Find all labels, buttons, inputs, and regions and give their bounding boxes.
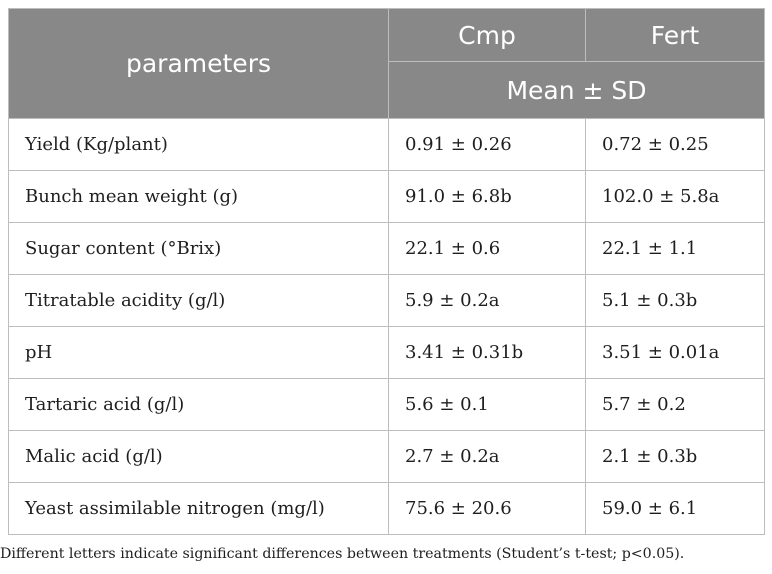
parameter-cell: Titratable acidity (g/l) [8,274,389,327]
cmp-value-cell: 5.6 ± 0.1 [388,378,586,431]
parameter-cell: Sugar content (°Brix) [8,222,389,275]
header-row-stat: Mean ± SD [9,61,765,119]
table-row: Malic acid (g/l) 2.7 ± 0.2a 2.1 ± 0.3b [8,430,765,483]
table-body: Yield (Kg/plant) 0.91 ± 0.26 0.72 ± 0.25 Bu… [8,118,765,535]
cmp-value-cell: 75.6 ± 20.6 [388,482,586,535]
cmp-value-cell: 3.41 ± 0.31b [388,326,586,379]
header-mean-sd: Mean ± SD [388,61,765,119]
fert-value-cell: 5.7 ± 0.2 [585,378,765,431]
fert-value-cell: 5.1 ± 0.3b [585,274,765,327]
header-parameters: parameters [8,8,389,119]
table-row: Sugar content (°Brix) 22.1 ± 0.6 22.1 ± 1.… [8,222,765,275]
parameter-cell: Yeast assimilable nitrogen (mg/l) [8,482,389,535]
cmp-value-cell: 2.7 ± 0.2a [388,430,586,483]
parameter-cell: Bunch mean weight (g) [8,170,389,223]
cmp-value-cell: 22.1 ± 0.6 [388,222,586,275]
table-header: parameters Cmp Fert Mean ± SD [8,8,765,119]
table-row: Tartaric acid (g/l) 5.6 ± 0.1 5.7 ± 0.2 [8,378,765,431]
results-table: parameters Cmp Fert Mean ± SD Yield (Kg/… [8,8,765,535]
table-row: pH 3.41 ± 0.31b 3.51 ± 0.01a [8,326,765,379]
header-cmp: Cmp [388,8,586,62]
table-footnote: Different letters indicate significant d… [0,546,685,562]
fert-value-cell: 102.0 ± 5.8a [585,170,765,223]
fert-value-cell: 59.0 ± 6.1 [585,482,765,535]
table-row: Yeast assimilable nitrogen (mg/l) 75.6 ± … [8,482,765,535]
fert-value-cell: 22.1 ± 1.1 [585,222,765,275]
fert-value-cell: 2.1 ± 0.3b [585,430,765,483]
header-fert: Fert [585,8,765,62]
table-row: Bunch mean weight (g) 91.0 ± 6.8b 102.0 ± … [8,170,765,223]
cmp-value-cell: 5.9 ± 0.2a [388,274,586,327]
cmp-value-cell: 91.0 ± 6.8b [388,170,586,223]
parameter-cell: Yield (Kg/plant) [8,118,389,171]
parameter-cell: pH [8,326,389,379]
parameter-cell: Tartaric acid (g/l) [8,378,389,431]
table-row: Titratable acidity (g/l) 5.9 ± 0.2a 5.1 ± … [8,274,765,327]
table-row: Yield (Kg/plant) 0.91 ± 0.26 0.72 ± 0.25 [8,118,765,171]
parameter-cell: Malic acid (g/l) [8,430,389,483]
cmp-value-cell: 0.91 ± 0.26 [388,118,586,171]
table-container: parameters Cmp Fert Mean ± SD Yield (Kg/… [8,8,765,535]
fert-value-cell: 3.51 ± 0.01a [585,326,765,379]
header-row-treatments: parameters Cmp Fert [8,8,765,119]
fert-value-cell: 0.72 ± 0.25 [585,118,765,171]
